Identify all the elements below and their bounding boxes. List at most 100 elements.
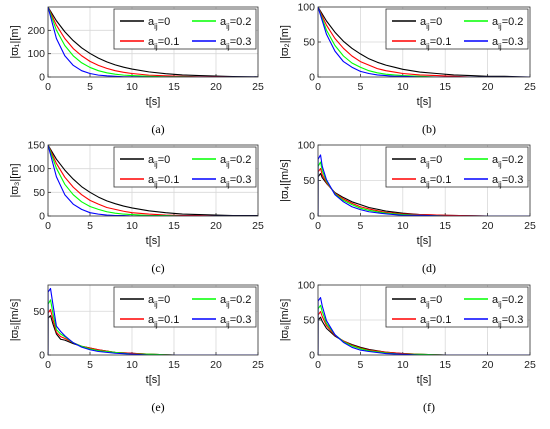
y-tick-label: 100 — [297, 140, 315, 152]
x-tick-label: 20 — [482, 220, 494, 232]
x-tick-label: 25 — [252, 220, 264, 232]
x-tick-label: 10 — [397, 220, 409, 232]
x-tick-label: 25 — [524, 359, 536, 371]
legend-label: aij=0.3 — [492, 174, 523, 189]
x-tick-label: 10 — [397, 359, 409, 371]
x-tick-label: 15 — [439, 220, 451, 232]
series-line-2 — [318, 7, 530, 77]
y-tick-label: 50 — [303, 37, 315, 49]
y-tick-label: 0 — [39, 350, 45, 362]
x-tick-label: 10 — [397, 81, 409, 93]
y-tick-label: 0 — [39, 72, 45, 84]
x-tick-label: 0 — [315, 220, 321, 232]
y-tick-label: 0 — [309, 350, 315, 362]
legend-box — [113, 8, 257, 50]
x-axis-label: t[s] — [146, 374, 161, 386]
x-axis-label: t[s] — [417, 96, 432, 108]
axes-frame — [47, 144, 259, 217]
legend-label: aij=0.1 — [420, 36, 451, 51]
legend-label: aij=0.3 — [220, 36, 251, 51]
axes-frame — [47, 6, 259, 78]
x-tick-label: 20 — [482, 359, 494, 371]
legend-label: aij=0.3 — [492, 36, 523, 51]
y-tick-label: 100 — [297, 280, 315, 292]
x-tick-label: 5 — [357, 220, 363, 232]
x-tick-label: 25 — [252, 81, 264, 93]
x-tick-label: 5 — [357, 359, 363, 371]
legend: aij=0 aij=0.2 aij=0.1 aij=0.3 — [385, 286, 529, 329]
panel-caption: (c) — [151, 261, 164, 275]
legend-label: aij=0.3 — [220, 314, 251, 329]
legend-label: aij=0.1 — [148, 174, 179, 189]
chart-panel-4: 0 5 10 15 20 25 0 50 100 t[s] |ϖ₄|[m/s] aij=0 aij=0.… — [279, 140, 536, 276]
y-axis-label: |ϖ₃|[m] — [9, 163, 21, 197]
legend-label: aij=0.3 — [220, 174, 251, 189]
x-tick-label: 15 — [168, 81, 180, 93]
legend-label: aij=0 — [148, 154, 170, 169]
series-line-3 — [48, 287, 258, 355]
y-axis-label: |ϖ₂|[m] — [279, 25, 291, 59]
axes-frame — [317, 284, 531, 356]
y-tick-label: 0 — [309, 72, 315, 84]
legend-box — [113, 286, 257, 328]
x-tick-label: 10 — [126, 220, 138, 232]
x-tick-label: 15 — [439, 81, 451, 93]
legend-label: aij=0.2 — [492, 294, 523, 309]
legend-label: aij=0 — [148, 294, 170, 309]
chart-panel-1: 0 5 10 15 20 25 0 100 200 t[s] |ϖ₁|[m] aij=0 aij=0.2… — [9, 6, 264, 136]
x-tick-label: 0 — [315, 359, 321, 371]
axes-frame — [317, 144, 531, 217]
y-tick-label: 100 — [27, 163, 45, 175]
x-tick-label: 20 — [210, 81, 222, 93]
y-tick-label: 100 — [27, 48, 45, 60]
y-tick-label: 200 — [27, 25, 45, 37]
axes-frame — [317, 6, 531, 78]
series-line-1 — [318, 167, 530, 216]
x-tick-label: 20 — [210, 359, 222, 371]
legend-box — [385, 8, 529, 50]
panel-caption: (d) — [422, 261, 436, 275]
legend-label: aij=0.1 — [148, 314, 179, 329]
legend: aij=0 aij=0.2 aij=0.1 aij=0.3 — [113, 146, 257, 189]
x-tick-label: 0 — [45, 359, 51, 371]
legend-label: aij=0.1 — [148, 36, 179, 51]
x-tick-label: 15 — [168, 220, 180, 232]
x-tick-label: 5 — [87, 359, 93, 371]
chart-panel-6: 0 5 10 15 20 25 0 50 100 t[s] |ϖ₆|[m/s] aij=0 aij=0.… — [279, 280, 536, 415]
series-line-0 — [48, 7, 258, 77]
legend: aij=0 aij=0.2 aij=0.1 aij=0.3 — [113, 286, 257, 329]
legend-box — [385, 146, 529, 188]
legend-label: aij=0 — [420, 294, 442, 309]
series-line-3 — [318, 297, 530, 355]
legend-box — [385, 286, 529, 328]
series-line-0 — [318, 7, 530, 77]
x-tick-label: 10 — [126, 81, 138, 93]
series-line-3 — [318, 7, 530, 77]
x-tick-label: 20 — [210, 220, 222, 232]
panel-caption: (a) — [151, 122, 164, 136]
x-tick-label: 25 — [524, 220, 536, 232]
x-tick-label: 15 — [439, 359, 451, 371]
x-axis-label: t[s] — [417, 374, 432, 386]
x-tick-label: 5 — [87, 220, 93, 232]
legend-label: aij=0.1 — [420, 314, 451, 329]
x-axis-label: t[s] — [417, 235, 432, 247]
legend-label: aij=0 — [420, 154, 442, 169]
series-line-3 — [48, 7, 258, 77]
series-line-2 — [48, 145, 258, 216]
series-line-3 — [48, 145, 258, 216]
legend-label: aij=0.2 — [220, 154, 251, 169]
legend-label: aij=0.2 — [492, 16, 523, 31]
legend: aij=0 aij=0.2 aij=0.1 aij=0.3 — [113, 8, 257, 51]
legend-label: aij=0 — [148, 16, 170, 31]
x-axis-label: t[s] — [146, 96, 161, 108]
series-line-2 — [48, 7, 258, 77]
x-tick-label: 5 — [87, 81, 93, 93]
x-tick-label: 25 — [252, 359, 264, 371]
y-axis-label: |ϖ₄|[m/s] — [279, 159, 291, 202]
legend-label: aij=0 — [420, 16, 442, 31]
panel-caption: (b) — [422, 122, 436, 136]
